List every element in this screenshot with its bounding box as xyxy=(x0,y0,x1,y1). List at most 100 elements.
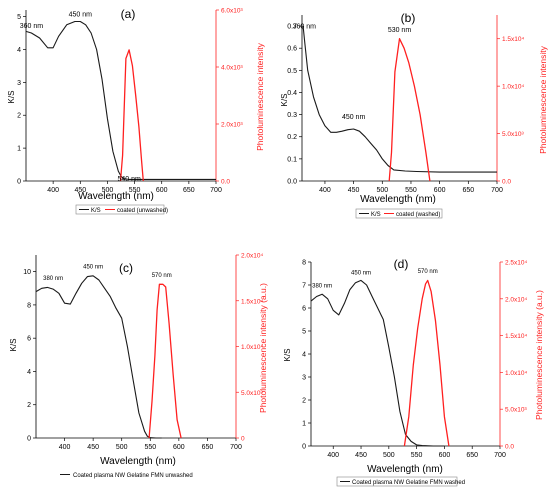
panel-c-annotation: 380 nm xyxy=(43,276,63,282)
panel-b-ytick-label: 0.2 xyxy=(287,134,297,141)
panel-b-ytick-label: 0.3 xyxy=(287,112,297,119)
panel-c-ytick-label: 2 xyxy=(27,402,31,409)
panel-d-label: (d) xyxy=(394,257,409,271)
panel-d-xtick-label: 600 xyxy=(439,452,451,459)
panel-c-xlabel: Wavelength (nm) xyxy=(100,456,176,467)
panel-b-y2tick-label: 5.0x10³ xyxy=(502,131,525,138)
panel-b: (b) 400 450 500 550 600 650 7000.00.10.20.30.4… xyxy=(280,11,548,219)
panel-c-y2tick-label: 2.0x10⁴ xyxy=(241,253,264,260)
panel-c-ytick-label: 10 xyxy=(23,269,31,276)
panel-b-xlabel: Wavelength (nm) xyxy=(360,194,436,205)
panel-a-label: (a) xyxy=(121,7,136,21)
panel-b-y2label: Photoluminescence intensity xyxy=(538,45,548,153)
panel-c-xtick-label: 650 xyxy=(202,444,214,451)
panel-c-ylabel: K/S xyxy=(9,339,18,352)
panel-c-xtick-label: 700 xyxy=(230,444,242,451)
panel-b-pl-series-line xyxy=(388,38,431,182)
panel-a-xlabel: Wavelength (nm) xyxy=(78,191,154,202)
panel-d-y2tick-label: 2.5x10⁴ xyxy=(505,260,528,267)
panel-d-xtick-label: 700 xyxy=(494,452,506,459)
panel-a-y2tick-label: 6.0x10³ xyxy=(221,8,244,15)
panel-b-ylabel: K/S xyxy=(280,94,289,107)
panel-a-plot: 400 450 500 550 600 650 700 0 1 2 3 4 5 0.0 2.0x10³ 4.0… xyxy=(17,8,243,195)
panel-d-xlabel: Wavelength (nm) xyxy=(367,464,443,475)
panel-a-xtick-label: 550 xyxy=(129,187,141,194)
panel-d-ytick-label: 8 xyxy=(302,260,306,267)
panel-a-legend-ks: K/S xyxy=(91,208,101,214)
panel-b-y2tick-label: 1.0x10⁴ xyxy=(502,84,525,91)
panel-d-ytick-label: 3 xyxy=(302,375,306,382)
panel-c: (c) 400 450 500 550 600 650 700024681005.0x10³… xyxy=(9,253,268,480)
panel-b-annotation: 530 nm xyxy=(388,27,412,34)
panel-c-xtick-label: 600 xyxy=(173,444,185,451)
panel-c-y2tick-label: 5.0x10³ xyxy=(241,390,264,397)
panel-c-xtick-label: 400 xyxy=(59,444,71,451)
panel-d-ylabel: K/S xyxy=(283,349,292,362)
panel-d-xtick-label: 400 xyxy=(327,452,339,459)
panel-c-annotation: 450 nm xyxy=(83,264,103,270)
panel-b-plot: 400 450 500 550 600 650 7000.00.10.20.30.40.50… xyxy=(287,15,525,194)
panel-d-ytick-label: 0 xyxy=(302,444,306,451)
panel-b-xtick-label: 650 xyxy=(462,187,474,194)
panel-c-ytick-label: 8 xyxy=(27,302,31,309)
panel-d-ks-series-line xyxy=(310,279,445,447)
panel-a-ks-series-line xyxy=(25,20,216,180)
panel-d-ytick-label: 5 xyxy=(302,329,306,336)
panel-a-ytick-label: 0 xyxy=(17,179,21,186)
panel-b-annotation: 450 nm xyxy=(342,114,366,121)
panel-b-label: (b) xyxy=(401,11,416,25)
panel-a-annotation: 450 nm xyxy=(69,12,93,19)
panel-d-ytick-label: 7 xyxy=(302,283,306,290)
panel-d-xtick-label: 550 xyxy=(411,452,423,459)
panel-d-xtick-label: 500 xyxy=(383,452,395,459)
panel-c-legend: Coated plasma NW Gelatine FMN unwashed xyxy=(73,473,193,479)
panel-d-annotation: 450 nm xyxy=(351,271,371,277)
panel-c-plot: 400 450 500 550 600 650 700024681005.0x10³1.0x… xyxy=(23,253,263,452)
panel-a-xtick-label: 600 xyxy=(156,187,168,194)
panel-a-legend-pl: coated (unwashed) xyxy=(117,208,168,214)
panel-b-ytick-label: 0.5 xyxy=(287,68,297,75)
panel-d-y2label: Photoluminescence intensity (a.u.) xyxy=(534,290,544,420)
panel-c-ytick-label: 0 xyxy=(27,436,31,443)
panel-c-y2tick-label: 1.0x10⁴ xyxy=(241,344,264,351)
panel-b-xtick-label: 600 xyxy=(434,187,446,194)
panel-d-ytick-label: 6 xyxy=(302,306,306,313)
panel-a-ylabel: K/S xyxy=(7,91,16,104)
panel-a-ytick-label: 5 xyxy=(17,14,21,21)
panel-c-y2label: Photoluminescence intensity (a.u.) xyxy=(258,283,268,413)
panel-b-legend-ks: K/S xyxy=(371,212,381,218)
panel-d-ytick-label: 1 xyxy=(302,421,306,428)
panel-a-ytick-label: 2 xyxy=(17,113,21,120)
panel-d-legend-box xyxy=(336,476,458,487)
panel-b-ytick-label: 0.6 xyxy=(287,46,297,53)
panel-b-y2tick-label: 1.5x10⁴ xyxy=(502,36,525,43)
panel-b-xtick-label: 400 xyxy=(319,187,331,194)
panel-d-annotation: 570 nm xyxy=(418,269,438,275)
panel-c-ytick-label: 6 xyxy=(27,336,31,343)
panel-c-xtick-label: 450 xyxy=(87,444,99,451)
panel-d-plot: 400 450 500 550 600 650 700 0 1 2 3 4 5 6 7 8 0.0 5.0x10³… xyxy=(302,260,527,460)
panel-a: (a) 400 450 500 550 600 650 700 0 1 2 3 4 5 0.0 2.0x10… xyxy=(7,7,265,215)
panel-d-pl-series-line xyxy=(403,279,450,447)
panel-b-annotation: 360 nm xyxy=(293,23,317,30)
panel-b-legend-pl: coated (washed) xyxy=(396,212,440,218)
panel-c-ks-series-line xyxy=(35,275,162,439)
panel-a-legend-box xyxy=(75,204,165,215)
panel-a-y2tick-label: 2.0x10³ xyxy=(221,122,244,129)
panel-a-ytick-label: 4 xyxy=(17,47,21,54)
panel-a-y2tick-label: 4.0x10³ xyxy=(221,65,244,72)
panel-a-annotation: 360 nm xyxy=(20,23,44,30)
panel-a-xtick-label: 700 xyxy=(210,187,222,194)
panel-d: (d) 400 450 500 550 600 650 700 0 1 2 3 4 5 6 7 8 0.0 5.0… xyxy=(283,257,544,487)
panel-b-xtick-label: 550 xyxy=(405,187,417,194)
panel-b-xtick-label: 700 xyxy=(491,187,503,194)
panel-c-xtick-label: 550 xyxy=(144,444,156,451)
panel-d-y2tick-label: 5.0x10³ xyxy=(505,407,528,414)
panel-d-y2tick-label: 1.5x10⁴ xyxy=(505,333,528,340)
panel-d-y2tick-label: 0.0 xyxy=(505,444,514,451)
panel-c-y2tick-label: 0 xyxy=(241,436,245,443)
panel-b-xtick-label: 450 xyxy=(348,187,360,194)
panel-a-ytick-label: 3 xyxy=(17,80,21,87)
panel-c-pl-series-line xyxy=(148,283,182,439)
